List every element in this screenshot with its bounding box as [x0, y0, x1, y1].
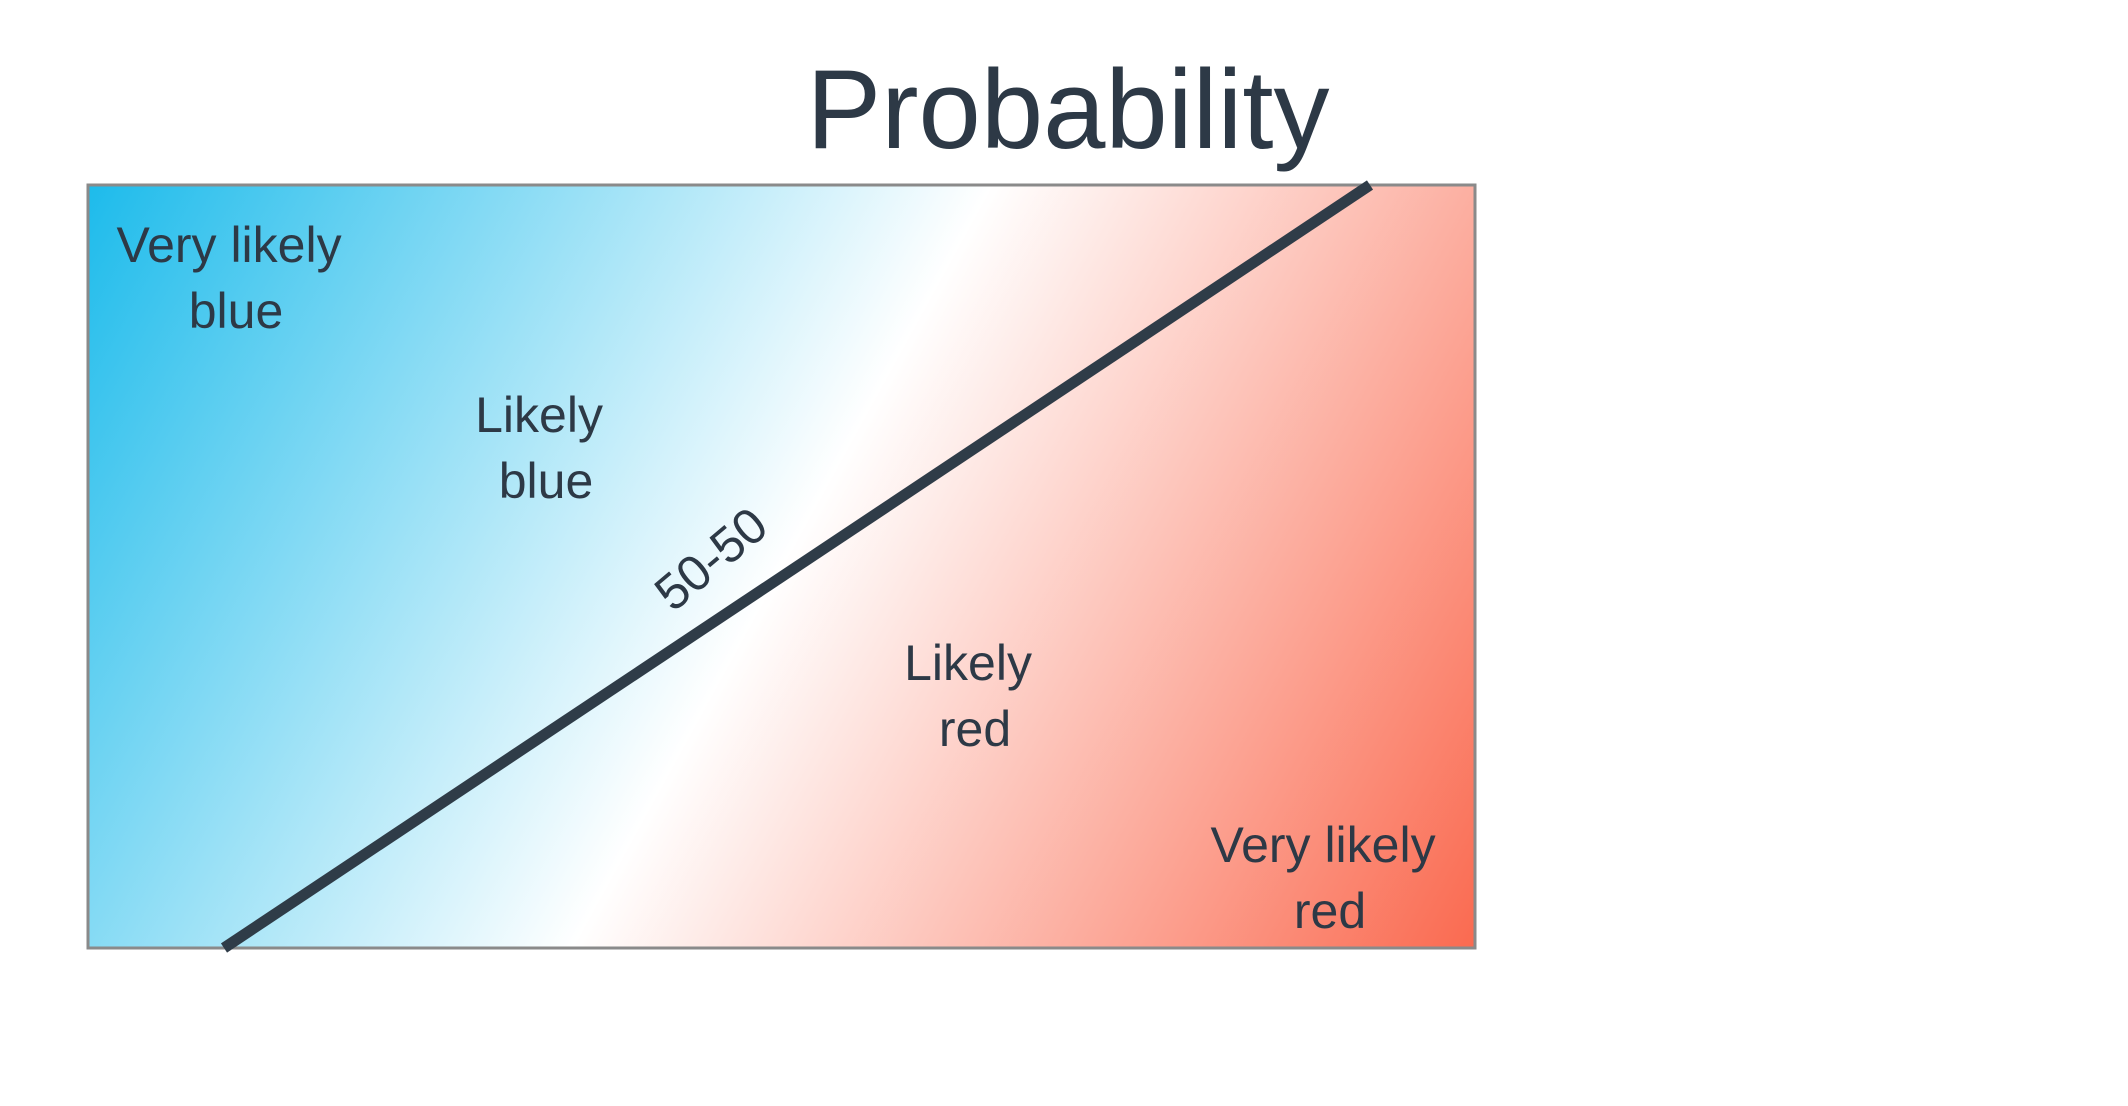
label-likely-blue-line1: Likely — [475, 387, 603, 443]
label-very-likely-red: Very likely red — [1211, 817, 1450, 939]
label-likely-blue: Likely blue — [475, 387, 617, 509]
label-likely-blue-line2: blue — [499, 453, 594, 509]
label-very-likely-red-line1: Very likely — [1211, 817, 1436, 873]
probability-panel — [86, 183, 1477, 950]
label-likely-red-line1: Likely — [904, 635, 1032, 691]
label-very-likely-blue-line2: blue — [189, 283, 284, 339]
fifty-fifty-boundary-line — [220, 180, 1374, 953]
label-very-likely-blue-line1: Very likely — [117, 217, 342, 273]
label-likely-red-line2: red — [939, 701, 1011, 757]
label-very-likely-red-line2: red — [1294, 883, 1366, 939]
label-likely-red: Likely red — [904, 635, 1046, 757]
diagram-title: Probability — [807, 47, 1330, 172]
label-very-likely-blue: Very likely blue — [117, 217, 356, 339]
